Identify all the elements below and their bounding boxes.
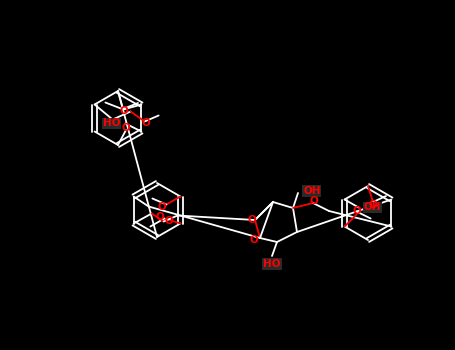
Text: O: O: [247, 215, 256, 225]
Text: O: O: [352, 206, 361, 217]
Text: HO: HO: [263, 259, 281, 269]
Text: O: O: [119, 105, 128, 116]
Text: O: O: [309, 196, 318, 206]
Text: O: O: [121, 123, 131, 133]
Text: O: O: [369, 200, 377, 210]
Text: O: O: [165, 217, 173, 226]
Text: HO: HO: [103, 119, 121, 128]
Text: O: O: [156, 211, 164, 222]
Text: O: O: [157, 202, 167, 211]
Text: OH: OH: [364, 203, 381, 212]
Text: O: O: [141, 118, 150, 127]
Text: O: O: [249, 235, 258, 245]
Text: OH: OH: [303, 186, 320, 196]
